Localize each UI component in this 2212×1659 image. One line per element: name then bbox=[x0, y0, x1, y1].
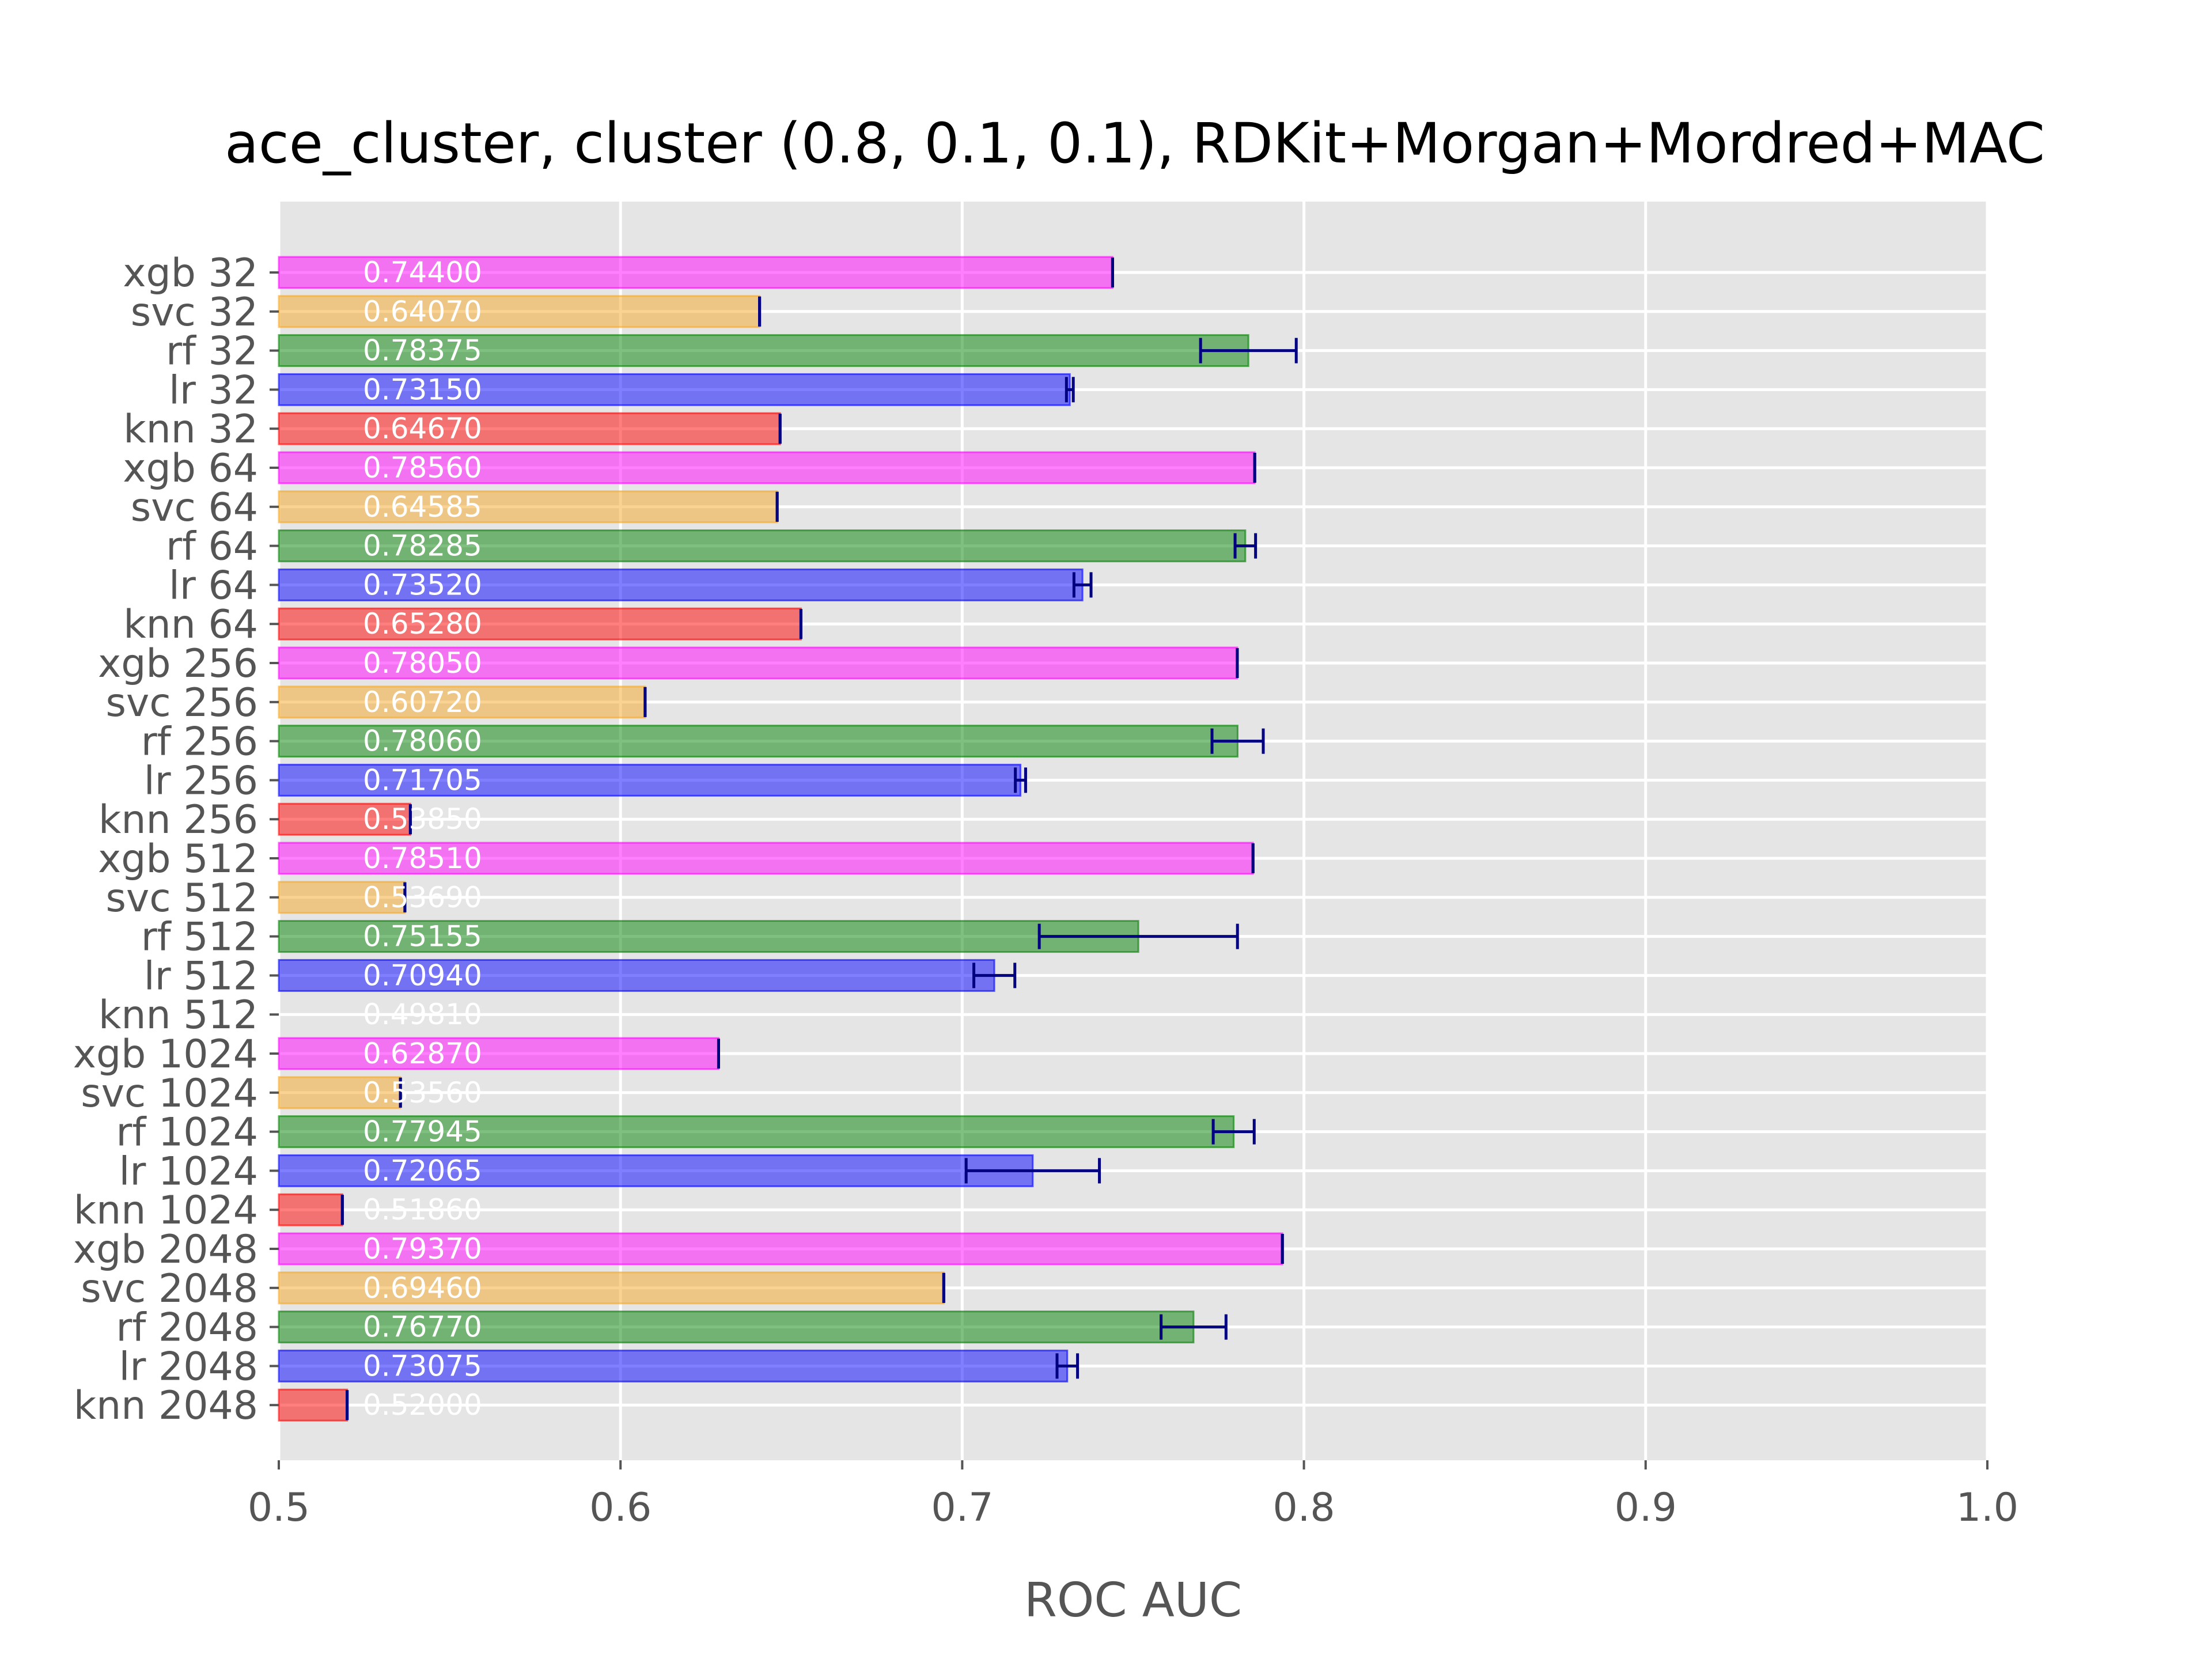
value-label: 0.69460 bbox=[363, 1271, 482, 1305]
y-tick-label: svc 1024 bbox=[81, 1071, 258, 1116]
y-tick-label: svc 512 bbox=[106, 876, 258, 921]
value-label: 0.53560 bbox=[363, 1076, 482, 1109]
value-label: 0.78560 bbox=[363, 451, 482, 484]
x-axis-ticks: 0.5 0.6 0.7 0.8 0.9 1.0 bbox=[248, 1460, 2018, 1531]
bar-rf-32 bbox=[278, 334, 1249, 368]
y-tick-label: knn 1024 bbox=[74, 1188, 258, 1233]
x-axis-label: ROC AUC bbox=[1024, 1573, 1242, 1628]
y-tick-label: rf 256 bbox=[141, 719, 258, 765]
value-label: 0.78050 bbox=[363, 646, 482, 680]
value-label: 0.73520 bbox=[363, 568, 482, 601]
y-tick-label: xgb 2048 bbox=[73, 1227, 258, 1272]
bar-svc-64 bbox=[278, 490, 778, 524]
value-label: 0.60720 bbox=[363, 685, 482, 719]
x-tick-label: 1.0 bbox=[1956, 1485, 2018, 1531]
y-tick-label: knn 64 bbox=[123, 602, 258, 647]
y-tick-label: knn 2048 bbox=[74, 1383, 258, 1429]
value-labels: 0.74400 0.64070 0.78375 0.73150 0.64670 0.785… bbox=[363, 256, 482, 1422]
y-tick-label: rf 1024 bbox=[116, 1110, 258, 1156]
value-label: 0.73150 bbox=[363, 373, 482, 406]
chart-title: ace_cluster, cluster (0.8, 0.1, 0.1), RD… bbox=[225, 111, 2045, 176]
value-label: 0.53850 bbox=[363, 802, 482, 836]
bar-xgb-512 bbox=[278, 842, 1254, 875]
y-tick-label: knn 512 bbox=[99, 993, 258, 1038]
y-tick-label: lr 2048 bbox=[119, 1344, 258, 1389]
value-label: 0.78285 bbox=[363, 529, 482, 563]
value-label: 0.62870 bbox=[363, 1037, 482, 1070]
x-tick-label: 0.8 bbox=[1273, 1485, 1335, 1531]
bar-xgb-2048 bbox=[278, 1232, 1283, 1266]
value-label: 0.71705 bbox=[363, 763, 482, 797]
y-tick-label: lr 32 bbox=[169, 368, 258, 413]
y-tick-label: svc 32 bbox=[131, 290, 258, 335]
value-label: 0.77945 bbox=[363, 1115, 482, 1149]
y-tick-label: svc 2048 bbox=[81, 1266, 258, 1312]
bar-lr-512 bbox=[278, 959, 995, 992]
bar-lr-256 bbox=[278, 763, 1022, 797]
value-label: 0.73075 bbox=[363, 1349, 482, 1382]
y-tick-label: lr 512 bbox=[144, 953, 258, 999]
x-tick-label: 0.6 bbox=[589, 1485, 652, 1531]
value-label: 0.75155 bbox=[363, 920, 482, 953]
value-label: 0.65280 bbox=[363, 607, 482, 641]
value-label: 0.74400 bbox=[363, 256, 482, 289]
value-label: 0.49810 bbox=[363, 998, 482, 1031]
value-label: 0.51860 bbox=[363, 1193, 482, 1226]
x-tick-label: 0.9 bbox=[1615, 1485, 1677, 1531]
bar-knn-2048 bbox=[278, 1388, 349, 1422]
value-label: 0.78060 bbox=[363, 725, 482, 758]
y-tick-label: knn 32 bbox=[123, 407, 258, 452]
y-tick-label: xgb 256 bbox=[98, 641, 258, 687]
y-tick-label: xgb 512 bbox=[98, 836, 258, 882]
value-label: 0.78375 bbox=[363, 334, 482, 368]
bar-knn-64 bbox=[278, 607, 802, 641]
x-tick-label: 0.7 bbox=[931, 1485, 993, 1531]
value-label: 0.76770 bbox=[363, 1310, 482, 1344]
value-label: 0.72065 bbox=[363, 1154, 482, 1187]
value-label: 0.70940 bbox=[363, 959, 482, 992]
error-bars bbox=[340, 257, 1298, 1421]
y-tick-label: rf 512 bbox=[141, 915, 258, 960]
y-tick-label: lr 64 bbox=[169, 563, 258, 608]
y-tick-label: xgb 32 bbox=[123, 251, 258, 296]
bar-xgb-256 bbox=[278, 646, 1238, 680]
y-tick-label: svc 64 bbox=[131, 485, 258, 531]
value-label: 0.53690 bbox=[363, 881, 482, 914]
bar-knn-32 bbox=[278, 412, 781, 445]
y-tick-label: xgb 64 bbox=[123, 446, 258, 491]
bar-svc-2048 bbox=[278, 1271, 945, 1305]
y-tick-label: knn 256 bbox=[99, 797, 258, 843]
bar-xgb-1024 bbox=[278, 1037, 719, 1070]
y-tick-label: lr 256 bbox=[144, 758, 258, 804]
value-label: 0.64670 bbox=[363, 412, 482, 445]
y-tick-label: svc 256 bbox=[106, 680, 258, 726]
y-tick-label: rf 64 bbox=[166, 524, 258, 570]
value-label: 0.64070 bbox=[363, 295, 482, 328]
bar-lr-32 bbox=[278, 373, 1071, 406]
x-tick-label: 0.5 bbox=[248, 1485, 310, 1531]
bar-rf-2048 bbox=[278, 1310, 1195, 1344]
value-label: 0.78510 bbox=[363, 842, 482, 875]
bar-rf-256 bbox=[278, 725, 1239, 758]
bar-svc-32 bbox=[278, 295, 761, 328]
value-label: 0.79370 bbox=[363, 1232, 482, 1266]
bar-lr-2048 bbox=[278, 1349, 1069, 1382]
value-label: 0.52000 bbox=[363, 1388, 482, 1422]
value-label: 0.64585 bbox=[363, 490, 482, 524]
y-tick-label: lr 1024 bbox=[119, 1149, 258, 1194]
y-tick-label: rf 2048 bbox=[116, 1305, 258, 1351]
y-tick-label: xgb 1024 bbox=[73, 1032, 258, 1077]
bar-knn-1024 bbox=[278, 1193, 343, 1226]
bar-rf-1024 bbox=[278, 1115, 1235, 1149]
y-tick-label: rf 32 bbox=[166, 329, 258, 374]
